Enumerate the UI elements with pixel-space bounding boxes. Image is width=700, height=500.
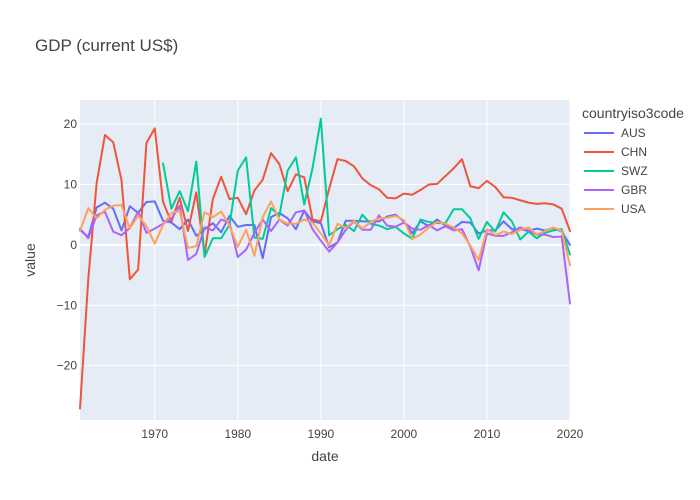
legend-label: GBR: [621, 183, 647, 197]
x-tick-label: 1990: [307, 427, 334, 441]
legend-label: SWZ: [621, 164, 648, 178]
y-tick-label: 10: [64, 178, 78, 192]
x-axis-ticks: 1970 1980 1990 2000 2010 2020: [141, 427, 583, 441]
legend-item-usa[interactable]: USA: [584, 202, 646, 216]
y-axis-title: value: [22, 243, 38, 277]
legend-title: countryiso3code: [582, 105, 684, 121]
series-lines: [79, 117, 571, 410]
chart-title: GDP (current US$): [35, 36, 178, 55]
x-tick-label: 2000: [391, 427, 418, 441]
x-tick-label: 2010: [474, 427, 501, 441]
y-tick-label: 0: [70, 238, 77, 252]
legend: countryiso3code AUS CHN SWZ GBR USA: [582, 105, 684, 216]
y-axis-ticks: −20 −10 0 10 20: [57, 117, 78, 373]
x-tick-label: 1980: [224, 427, 251, 441]
legend-label: AUS: [621, 126, 646, 140]
series-line-swz: [162, 117, 571, 258]
x-tick-label: 2020: [557, 427, 584, 441]
x-tick-label: 1970: [141, 427, 168, 441]
x-axis-title: date: [311, 448, 338, 464]
legend-item-aus[interactable]: AUS: [584, 126, 646, 140]
plot-area: [80, 100, 570, 420]
series-line-chn: [79, 127, 571, 410]
legend-label: CHN: [621, 145, 647, 159]
legend-item-chn[interactable]: CHN: [584, 145, 647, 159]
legend-label: USA: [621, 202, 646, 216]
legend-item-swz[interactable]: SWZ: [584, 164, 648, 178]
y-tick-label: −20: [57, 359, 78, 373]
legend-items: AUS CHN SWZ GBR USA: [584, 126, 648, 216]
y-tick-label: 20: [64, 117, 78, 131]
legend-item-gbr[interactable]: GBR: [584, 183, 647, 197]
series-line-gbr: [79, 204, 571, 305]
y-tick-label: −10: [57, 298, 78, 312]
series-line-usa: [79, 200, 571, 267]
